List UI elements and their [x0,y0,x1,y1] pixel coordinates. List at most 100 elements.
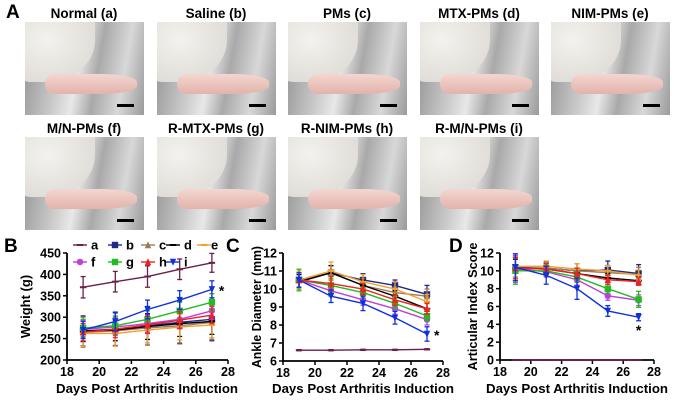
y-axis-title: Weight (g) [18,275,33,338]
legend-marker [169,244,177,246]
scale-bar [249,219,266,222]
legend-item-e: e [197,238,218,253]
photo-label: Normal (a) [50,6,118,21]
panel-a-letter: A [6,2,20,23]
data-point [391,314,399,322]
y-tick-label: 350 [40,289,61,303]
data-point [144,321,151,329]
scale-bar [512,219,529,222]
series-a [295,348,431,352]
y-tick-label: 8 [487,282,494,296]
y-tick-label: 12 [263,247,277,261]
data-point [79,286,87,289]
paw-photo [25,137,144,230]
x-tick-label: 18 [60,365,74,379]
y-tick-label: 2 [487,336,494,350]
data-point [359,348,367,351]
chart-b: B 18 20 22 24 26 28 200 250 300 350 400 450 Days Post… [4,236,238,396]
data-point [208,311,216,319]
y-tick-label: 250 [40,332,61,346]
data-point [512,264,519,271]
x-axis-title: Days Post Arthritis Induction [486,382,668,396]
scale-bar [643,104,660,107]
y-tick-label: 9 [270,301,277,315]
x-tick-label: 20 [308,366,322,380]
data-point [512,359,519,361]
paw-photo [288,22,407,115]
paw-photo [25,22,144,115]
x-tick-label: 28 [647,365,661,379]
panel-letter: D [449,236,463,257]
x-tick-label: 28 [436,366,450,380]
legend-item-h: h [141,255,167,270]
x-tick-label: 26 [404,366,418,380]
data-point [635,274,642,277]
y-tick-label: 11 [264,265,277,279]
data-point [112,280,119,283]
data-point [208,286,216,294]
data-point [208,323,216,326]
y-tick-label: 12 [480,247,494,261]
significance-asterisk: * [636,322,642,338]
photo-label: PMs (c) [322,6,371,21]
data-point [295,276,303,284]
data-point [208,299,216,306]
data-point [176,268,183,271]
data-point [391,348,399,351]
paw-photo [157,22,276,115]
paw-region [440,74,532,94]
legend-marker [111,258,119,266]
photo-label: NIM-PMs (e) [571,6,649,21]
data-point [391,288,399,290]
photo-label: M/N-PMs (f) [46,121,122,136]
legend-item-c: c [141,238,166,253]
data-point [327,349,335,352]
data-point [573,359,581,361]
data-point [604,269,611,272]
paw-region [177,189,269,209]
series-i [295,272,431,342]
paw-photo [420,137,539,230]
x-tick-label: 24 [157,365,171,379]
series-i [512,253,642,322]
x-tick-label: 20 [92,365,106,379]
panel-letter: B [4,236,18,257]
y-axis-title: Ankle Diameter (mm) [249,246,264,368]
data-point [604,307,611,315]
photo-label: MTX-PMs (d) [438,6,520,21]
x-tick-label: 28 [221,365,235,379]
data-point [635,277,642,285]
paw-region [177,74,269,94]
scale-bar [380,219,397,222]
data-point [423,330,431,338]
data-point [423,305,431,312]
x-tick-label: 24 [585,365,599,379]
x-tick-label: 22 [555,365,569,379]
data-point [543,272,550,279]
paw-photo [420,22,539,115]
paw-region [308,74,400,94]
paw-photo [551,22,670,115]
paw-region [308,189,400,209]
legend-label: f [91,255,96,270]
data-point [359,280,367,283]
y-tick-label: 10 [263,283,277,297]
significance-asterisk: * [434,327,440,343]
legend-marker [76,258,84,266]
significance-asterisk: * [219,282,225,298]
legend-item-f: f [73,255,96,270]
photo-label: R-NIM-PMs (h) [300,121,394,136]
legend-label: c [159,238,166,253]
photo-label: R-MTX-PMs (g) [168,121,264,136]
photo-label: Saline (b) [185,6,247,21]
x-tick-label: 22 [124,365,138,379]
data-point [543,359,550,361]
legend: a b c d e f g h i [73,238,218,270]
data-point [635,314,642,321]
series-h [79,305,216,342]
scale-bar [117,219,134,222]
data-point [635,359,642,361]
legend-label: d [184,238,192,253]
data-point [144,275,151,278]
